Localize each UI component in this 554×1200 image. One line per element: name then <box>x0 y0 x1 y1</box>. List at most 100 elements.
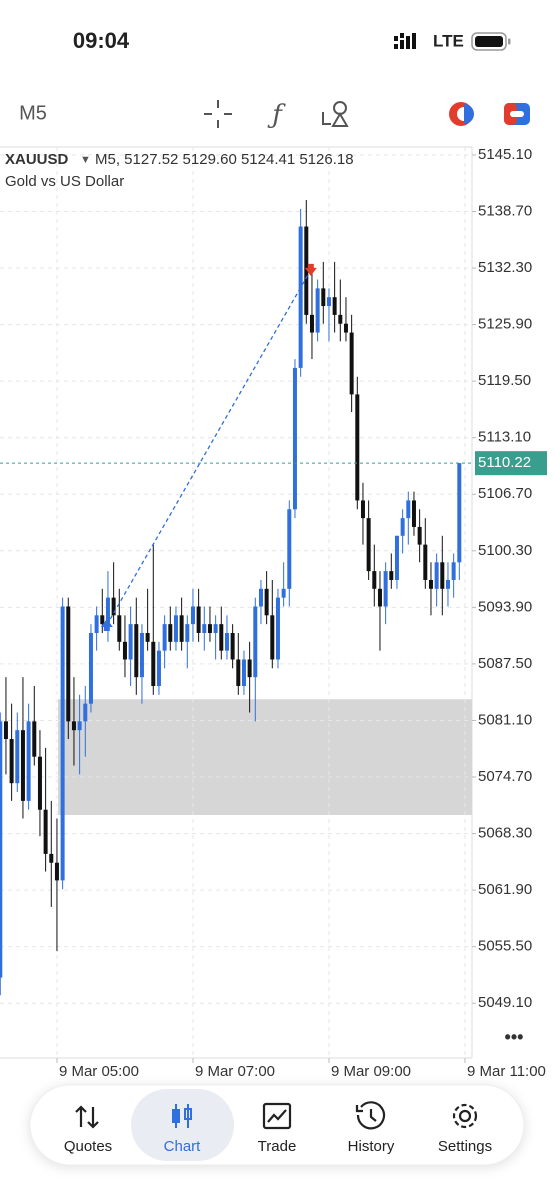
nav-chart[interactable]: Chart <box>164 1138 202 1155</box>
candle-body <box>343 323 348 333</box>
candle-body <box>230 632 235 660</box>
candle-body <box>15 730 20 784</box>
candle-body <box>304 226 309 315</box>
candle-body <box>134 624 139 678</box>
candle-body <box>128 624 133 660</box>
y-tick-label: 5055.50 <box>478 938 532 955</box>
candle-body <box>190 606 195 625</box>
battery-icon <box>471 32 511 51</box>
y-tick-label: 5125.90 <box>478 316 532 333</box>
candle-body <box>196 606 201 633</box>
candle-body <box>37 756 42 810</box>
candle-body <box>445 579 450 589</box>
y-tick-label: 5068.30 <box>478 825 532 842</box>
candle-body <box>417 526 422 545</box>
candle-body <box>434 562 439 589</box>
nav-active-bg <box>131 1089 234 1161</box>
candle-body <box>315 288 320 333</box>
candle-body <box>122 641 127 660</box>
symbol-dropdown[interactable]: ▼ <box>80 154 91 166</box>
network: LTE <box>433 31 464 50</box>
candle-body <box>0 721 3 978</box>
candle-body <box>100 615 105 625</box>
trade-line <box>106 269 312 626</box>
y-tick-label: 5113.10 <box>478 429 531 446</box>
candle-body <box>168 624 173 642</box>
nav-history[interactable]: History <box>348 1138 395 1155</box>
signal-icon <box>394 33 416 49</box>
candle-body <box>145 632 150 642</box>
candle-body <box>88 632 93 704</box>
candle-body <box>236 659 241 687</box>
candle-body <box>270 615 275 660</box>
candle-body <box>241 659 246 687</box>
timeframe-button[interactable]: M5 <box>19 102 47 124</box>
trade-arrow <box>304 263 317 276</box>
candle-body <box>326 297 331 307</box>
account-button[interactable] <box>449 102 474 126</box>
x-tick-label: 9 Mar 07:00 <box>195 1063 275 1080</box>
x-tick-label: 9 Mar 11:00 <box>467 1063 546 1080</box>
crosshair-button[interactable] <box>204 100 232 128</box>
y-tick-label: 5049.10 <box>478 994 532 1011</box>
icon-settings <box>452 1103 478 1129</box>
icon-history <box>355 1101 386 1130</box>
candle-body <box>179 615 184 642</box>
nav-quotes[interactable]: Quotes <box>64 1138 112 1155</box>
candle-body <box>338 314 343 324</box>
candle-body <box>139 632 144 678</box>
more-button[interactable]: ••• <box>505 1027 524 1047</box>
candle-body <box>207 624 212 633</box>
candle-body <box>111 597 116 616</box>
candle-body <box>43 809 48 854</box>
candle-body <box>406 500 411 519</box>
candle-body <box>224 632 229 651</box>
candle-body <box>253 606 258 678</box>
candle-body <box>156 650 161 687</box>
candle-body <box>309 314 314 333</box>
candle-body <box>162 624 167 651</box>
ohlc-info: M5, 5127.52 5129.60 5124.41 5126.18 <box>95 151 354 168</box>
y-tick-label: 5106.70 <box>478 485 532 502</box>
icon-quotes <box>75 1105 99 1129</box>
indicators-button[interactable]: ƒ <box>267 100 286 130</box>
trade-button[interactable] <box>504 103 530 125</box>
candle-body <box>9 739 14 784</box>
candle-body <box>173 615 178 642</box>
candle-body <box>332 297 337 315</box>
y-tick-label: 5087.50 <box>478 655 532 672</box>
candle-body <box>349 332 354 395</box>
candle-body <box>383 571 388 607</box>
trade-arrow <box>100 619 113 632</box>
candle-body <box>202 624 207 633</box>
candle-body <box>54 862 59 881</box>
x-tick-label: 9 Mar 05:00 <box>59 1063 139 1080</box>
candle-body <box>366 518 371 572</box>
nav-settings[interactable]: Settings <box>438 1138 492 1155</box>
candle-body <box>275 597 280 660</box>
subtitle: Gold vs US Dollar <box>5 173 124 190</box>
candle-body <box>360 500 365 519</box>
y-tick-label: 5061.90 <box>478 881 532 898</box>
candle-body <box>428 579 433 589</box>
candle-body <box>400 518 405 536</box>
nav-trade[interactable]: Trade <box>258 1138 297 1155</box>
candle-body <box>94 615 99 633</box>
candle-body <box>258 588 263 607</box>
candle-body <box>117 615 122 642</box>
zone <box>58 699 472 816</box>
candle-body <box>20 730 25 801</box>
candle-body <box>394 535 399 580</box>
candle-body <box>105 597 110 625</box>
y-tick-label: 5100.30 <box>478 542 532 559</box>
candle-body <box>281 588 286 598</box>
candle-body <box>287 509 292 589</box>
chart <box>0 146 476 1063</box>
candle-body <box>372 571 377 589</box>
candle-body <box>83 703 88 722</box>
price-tag <box>475 451 547 476</box>
objects-button[interactable] <box>322 101 349 127</box>
candle-body <box>26 721 31 801</box>
